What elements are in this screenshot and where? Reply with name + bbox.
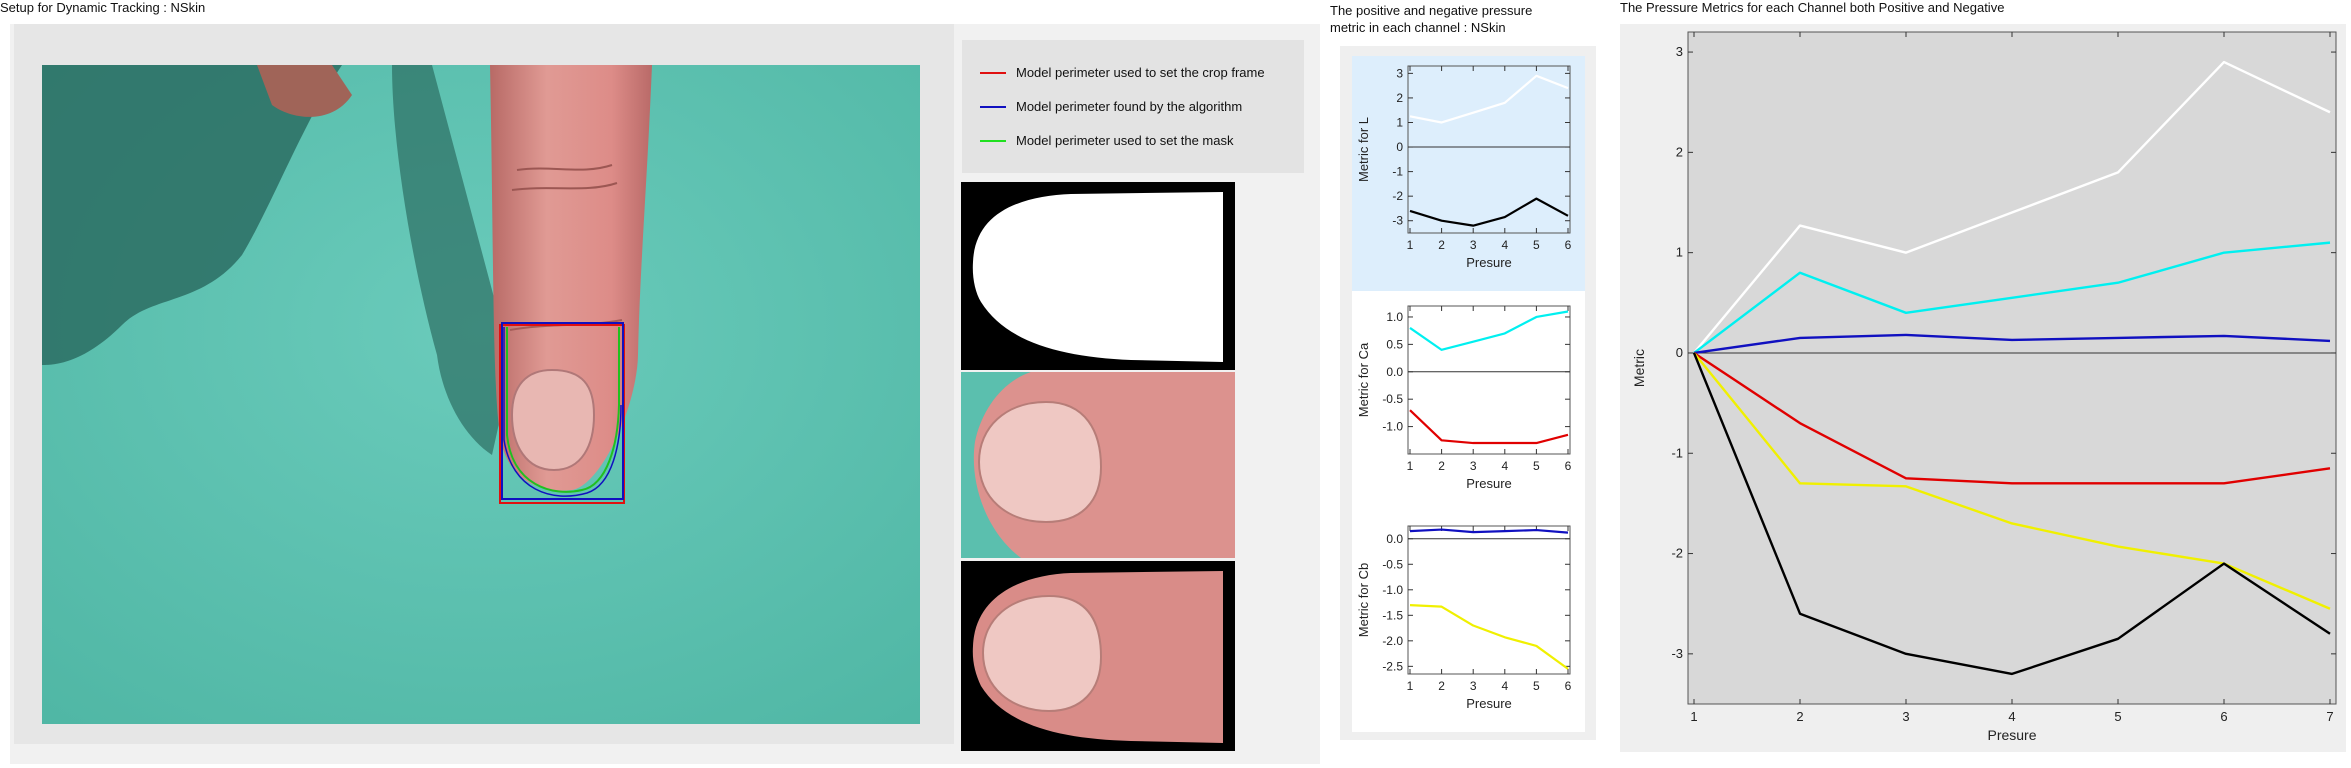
legend-box [962,40,1304,173]
y-tick-label: 1 [1396,115,1403,129]
y-axis-label: Metric for L [1356,117,1371,182]
legend-item-crop-frame: Model perimeter used to set the crop fra… [980,65,1265,80]
x-axis-label: Presure [1466,255,1512,270]
x-tick-label: 4 [1501,459,1508,473]
x-tick-label: 3 [1470,459,1477,473]
y-tick-label: 3 [1396,66,1403,80]
series-line-1 [1409,604,1569,670]
y-tick-label: -0.5 [1382,392,1403,406]
x-tick-label: 5 [1533,459,1540,473]
finger-photo [42,65,920,724]
y-tick-label: -3 [1671,646,1683,661]
legend-item-mask: Model perimeter used to set the mask [980,133,1234,148]
y-tick-label: -1 [1671,445,1683,460]
series-line-1 [1693,241,2331,354]
y-tick-label: -2 [1392,189,1403,203]
x-tick-label: 6 [2220,709,2227,724]
y-tick-label: -1.5 [1382,608,1403,622]
plot-area [1407,525,1571,675]
x-tick-label: 2 [1438,459,1445,473]
x-tick-label: 7 [2326,709,2333,724]
crop-image [961,372,1235,558]
y-tick-label: -1.0 [1382,583,1403,597]
mask-perimeter [506,327,620,493]
legend-item-algorithm: Model perimeter found by the algorithm [980,99,1242,114]
x-axis-label: Presure [1466,476,1512,491]
shadow-shape [42,65,342,365]
x-tick-label: 3 [1902,709,1909,724]
legend-label: Model perimeter used to set the crop fra… [1016,65,1265,80]
mask-image [961,182,1235,370]
x-tick-label: 5 [1533,679,1540,693]
y-axis-label: Metric for Cb [1356,563,1371,637]
x-tick-label: 1 [1407,238,1414,252]
x-tick-label: 1 [1407,459,1414,473]
x-tick-label: 1 [1407,679,1414,693]
setup-title: Setup for Dynamic Tracking : NSkin [0,0,206,15]
y-axis-label: Metric for Ca [1356,342,1371,417]
y-tick-label: -2.0 [1382,634,1403,648]
y-tick-label: 2 [1676,144,1683,159]
series-line-5 [1692,352,2331,676]
chart-metric-cb: 0.0 -0.5 -1.0 -1.5 -2.0 -2.5 1 2 3 4 5 6 Presure Metr… [1356,525,1572,711]
y-tick-label: 0 [1676,345,1683,360]
series-line-0 [1409,528,1569,534]
legend-label: Model perimeter used to set the mask [1016,133,1234,148]
x-tick-label: 5 [2114,709,2121,724]
legend-swatch-blue [980,105,1006,108]
x-tick-label: 2 [1438,679,1445,693]
x-tick-label: 3 [1470,238,1477,252]
x-tick-label: 5 [1533,238,1540,252]
masked-image [961,561,1235,751]
x-tick-label: 2 [1438,238,1445,252]
x-tick-label: 6 [1565,679,1572,693]
series-line-0 [1693,60,2331,354]
series-line-1 [1409,197,1569,227]
x-tick-label: 6 [1565,459,1572,473]
y-tick-label: 1 [1676,245,1683,260]
y-tick-label: -0.5 [1382,557,1403,571]
legend-label: Model perimeter found by the algorithm [1016,99,1243,114]
small-multiples-title: The positive and negative pressure metri… [1330,3,1533,35]
x-tick-label: 6 [1565,238,1572,252]
y-tick-label: -2.5 [1382,659,1403,673]
algorithm-box [501,322,624,500]
y-tick-label: -2 [1671,546,1683,561]
plot-area [1407,305,1571,455]
y-tick-label: 1.0 [1386,310,1403,324]
y-tick-label: 0.5 [1386,337,1403,351]
x-tick-label: 4 [2008,709,2015,724]
series-line-3 [1693,351,2331,485]
plot-area [1407,65,1571,234]
series-line-0 [1409,74,1569,124]
x-tick-label: 1 [1690,709,1697,724]
chart-metric-l: 3 2 1 0 -1 -2 -3 1 2 3 4 5 6 Presure Metric for L [1356,65,1572,270]
x-tick-label: 4 [1501,679,1508,693]
chart-metric-ca: 1.0 0.5 0.0 -0.5 -1.0 1 2 3 4 5 6 Presure Metric for… [1356,305,1572,491]
x-tick-label: 3 [1470,679,1477,693]
x-axis-label: Presure [1987,727,2036,743]
y-tick-label: -3 [1392,214,1403,228]
y-tick-label: 2 [1396,91,1403,105]
legend-swatch-red [980,71,1006,74]
y-axis-label: Metric [1631,349,1647,387]
nail-shape [510,368,596,472]
chart-metric-all: 3 2 1 0 -1 -2 -3 1 2 3 4 5 6 7 Presure Metric [1631,31,2337,743]
x-axis-label: Presure [1466,696,1512,711]
x-tick-label: 4 [1501,238,1508,252]
series-line-1 [1409,409,1569,445]
x-tick-label: 2 [1796,709,1803,724]
y-tick-label: 0.0 [1386,532,1403,546]
y-tick-label: 3 [1676,44,1683,59]
series-line-0 [1409,310,1569,351]
big-chart-title: The Pressure Metrics for each Channel bo… [1620,0,2005,15]
y-tick-label: 0.0 [1386,365,1403,379]
legend-swatch-green [980,139,1006,142]
y-tick-label: -1 [1392,165,1403,179]
series-line-2 [1693,333,2331,355]
y-tick-label: 0 [1396,140,1403,154]
y-tick-label: -1.0 [1382,420,1403,434]
plot-area [1687,31,2337,705]
